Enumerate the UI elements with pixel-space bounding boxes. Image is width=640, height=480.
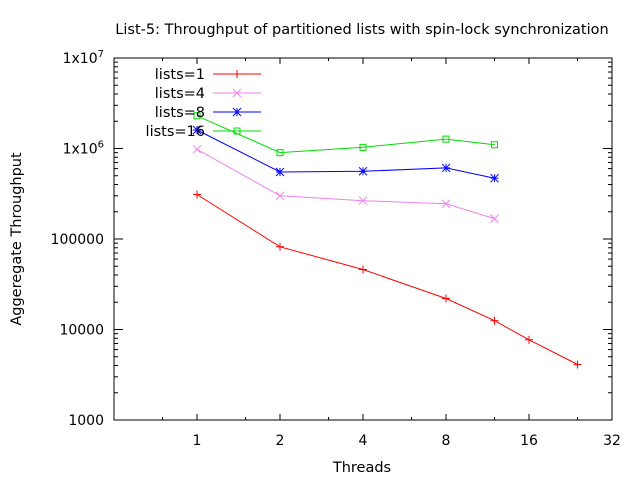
x-tick-label: 4 <box>359 433 368 449</box>
data-point <box>276 242 284 251</box>
x-tick-label: 32 <box>603 433 621 449</box>
legend-label: lists=8 <box>155 105 205 121</box>
legend-label: lists=1 <box>155 67 205 83</box>
series-lists-1 <box>193 190 582 369</box>
series-lists-8 <box>192 125 499 183</box>
y-tick-label: 1x107 <box>63 49 104 67</box>
x-tick-label: 2 <box>276 433 285 449</box>
data-point <box>573 360 582 369</box>
x-axis: 1 2 4 8 16 32 <box>162 58 621 449</box>
data-point <box>192 144 202 154</box>
data-point <box>276 149 284 157</box>
y-tick-label: 1x106 <box>63 140 104 158</box>
series-line <box>196 115 495 154</box>
data-point <box>275 167 285 177</box>
legend-label: lists=4 <box>155 86 205 102</box>
data-point <box>359 143 367 151</box>
y-axis: 1000 10000 100000 1x106 1x107 <box>51 49 612 429</box>
data-point <box>232 88 242 98</box>
data-point <box>233 127 241 135</box>
data-point <box>442 294 450 303</box>
series-line <box>196 194 578 365</box>
series-layer <box>192 112 582 369</box>
chart-title: List-5: Throughput of partitioned lists … <box>115 22 608 38</box>
series-lists-4 <box>192 144 499 223</box>
series-line <box>196 129 495 179</box>
y-tick-label: 100000 <box>51 232 104 248</box>
data-point <box>490 214 499 223</box>
data-point <box>358 166 368 176</box>
series-lists-16 <box>193 112 499 157</box>
series-line <box>196 148 495 220</box>
data-point <box>275 191 285 201</box>
y-axis-title: Aggeregate Throughput <box>9 152 25 326</box>
data-point <box>232 107 242 117</box>
data-point <box>441 199 451 209</box>
data-point <box>358 196 368 206</box>
x-tick-label: 8 <box>442 433 451 449</box>
data-point <box>359 265 367 274</box>
y-tick-label: 10000 <box>59 323 104 339</box>
data-point <box>525 335 533 344</box>
data-point <box>441 163 451 173</box>
legend-label: lists=16 <box>146 124 205 140</box>
x-axis-title: Threads <box>332 460 391 476</box>
x-tick-label: 1 <box>193 433 202 449</box>
data-point <box>442 135 450 143</box>
data-point <box>490 173 499 183</box>
data-point <box>490 316 499 325</box>
data-point <box>193 190 201 199</box>
y-tick-label: 1000 <box>68 413 104 429</box>
x-tick-label: 16 <box>520 433 538 449</box>
legend: lists=1 lists=4 lists=8 lists=16 <box>146 67 261 140</box>
data-point <box>491 141 499 149</box>
data-point <box>233 70 241 78</box>
data-point <box>193 112 201 120</box>
data-point <box>192 125 202 135</box>
